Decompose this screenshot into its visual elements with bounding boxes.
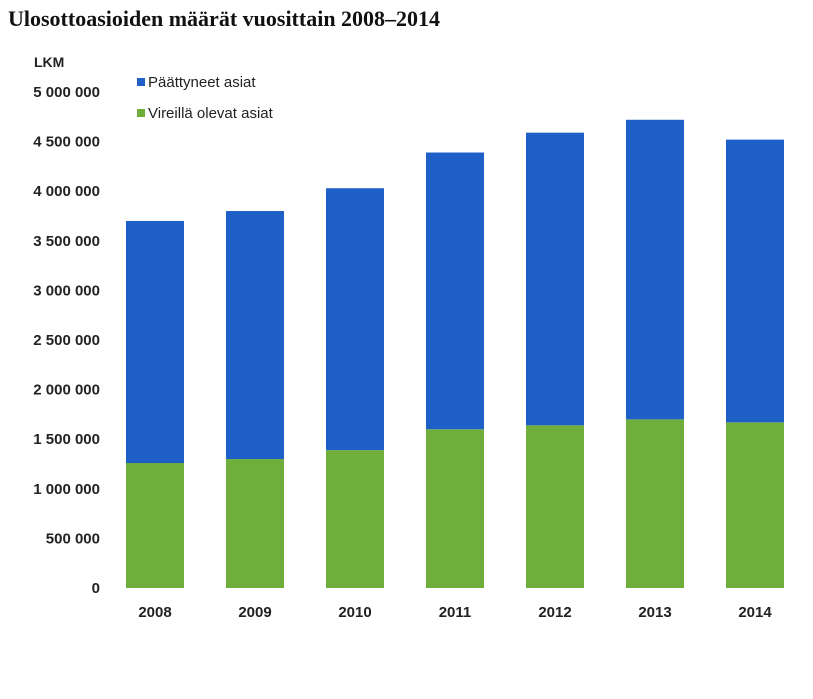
chart-title: Ulosottoasioiden määrät vuosittain 2008–…	[8, 6, 441, 31]
bar-segment-vireilla-2012	[526, 425, 584, 588]
y-tick-label: 1 500 000	[33, 431, 100, 448]
y-tick-label: 0	[92, 580, 100, 597]
bar-segment-paattyneet-2008	[126, 220, 184, 464]
bar-segment-paattyneet-2011	[426, 152, 484, 430]
y-tick-label: 3 000 000	[33, 282, 100, 299]
bars	[126, 119, 784, 588]
y-tick-label: 4 500 000	[33, 134, 100, 151]
bar-segment-vireilla-2008	[126, 463, 184, 588]
bar-segment-paattyneet-2012	[526, 132, 584, 426]
bar-segment-paattyneet-2010	[326, 188, 384, 451]
y-axis-label: LKM	[34, 54, 64, 70]
y-tick-label: 500 000	[46, 530, 100, 547]
legend-swatch	[137, 78, 145, 86]
bar-segment-vireilla-2009	[226, 459, 284, 588]
bar-segment-vireilla-2011	[426, 429, 484, 588]
legend-swatch	[137, 109, 145, 117]
y-tick-label: 2 500 000	[33, 332, 100, 349]
x-tick-label: 2012	[538, 604, 571, 621]
x-axis-ticks: 2008 2009 2010 2011 2012 2013 2014	[138, 604, 772, 621]
legend-label: Vireillä olevat asiat	[148, 105, 274, 122]
bar-segment-paattyneet-2009	[226, 211, 284, 460]
y-tick-label: 4 000 000	[33, 183, 100, 200]
x-tick-label: 2011	[439, 604, 472, 621]
x-tick-label: 2014	[738, 604, 772, 621]
y-tick-label: 2 000 000	[33, 382, 100, 399]
y-tick-label: 1 000 000	[33, 481, 100, 498]
y-tick-label: 3 500 000	[33, 233, 100, 250]
x-tick-label: 2008	[138, 604, 171, 621]
bar-segment-vireilla-2013	[626, 419, 684, 588]
bar-segment-vireilla-2010	[326, 450, 384, 588]
y-axis-ticks: 0 500 000 1 000 000 1 500 000 2 000 000 2 500…	[33, 84, 100, 597]
x-tick-label: 2009	[238, 604, 271, 621]
x-tick-label: 2010	[338, 604, 371, 621]
bar-segment-paattyneet-2014	[726, 139, 784, 423]
legend: Päättyneet asiat Vireillä olevat asiat	[137, 74, 274, 122]
bar-segment-vireilla-2014	[726, 422, 784, 588]
y-tick-label: 5 000 000	[33, 84, 100, 101]
legend-label: Päättyneet asiat	[148, 74, 256, 91]
bar-segment-paattyneet-2013	[626, 119, 684, 420]
x-tick-label: 2013	[638, 604, 671, 621]
